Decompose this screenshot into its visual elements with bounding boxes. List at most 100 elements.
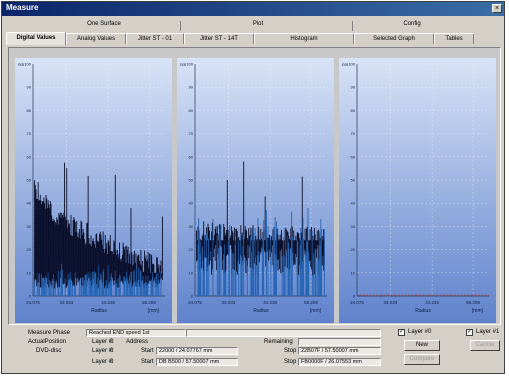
chart-area: 0 10 20 30 40 50 60 70 80 90 100 24.075 33.033 44.236… xyxy=(8,47,501,325)
y-tick-label: 70 xyxy=(189,131,194,136)
x-axis-label: Radius xyxy=(253,308,269,314)
y-tick-label: 40 xyxy=(27,201,32,206)
y-tick-label: 50 xyxy=(189,178,194,183)
y-tick-label: 40 xyxy=(189,201,194,206)
window-title: Measure xyxy=(6,3,39,12)
chart-panel-2: 0 10 20 30 40 50 60 70 80 90 100 24.075 33.033 44.236… xyxy=(177,58,334,323)
y-tick-label: 40 xyxy=(351,201,356,206)
layer-label: Layer #: xyxy=(92,339,114,345)
x-axis-label: Radius xyxy=(91,308,107,314)
y-tick-label: 60 xyxy=(189,154,194,159)
new-button[interactable]: New xyxy=(404,340,440,351)
y-tick-label: 0 xyxy=(353,294,356,299)
measure-phase-label: Measure Phase xyxy=(28,330,71,336)
y-tick-label: 20 xyxy=(189,247,194,252)
y-tick-label: 10 xyxy=(351,270,356,275)
y-tick-label: 80 xyxy=(27,108,32,113)
tab-selected-graph[interactable]: Selected Graph xyxy=(354,33,434,44)
unit-label: nm xyxy=(342,62,349,67)
stop-field: FB0000F / 26.07553 mm xyxy=(298,358,381,366)
remaining-field xyxy=(298,338,381,346)
actual-position-label: ActualPosition xyxy=(28,339,67,345)
x-tick-label: 24.075 xyxy=(188,300,202,305)
stop-value: FB0000F / 26.07553 mm xyxy=(301,359,362,365)
y-tick-label: 60 xyxy=(27,154,32,159)
layer-value: 0 xyxy=(110,339,114,345)
x-tick-label: 24.075 xyxy=(350,300,364,305)
stop-value: 22B07F / 57.50007 mm xyxy=(301,348,359,354)
cancel-button[interactable]: Cancel xyxy=(470,340,500,351)
measure-phase-value: Reached END speed 1st xyxy=(89,330,150,336)
layer1-checkbox[interactable]: ✓ xyxy=(466,329,473,336)
x-axis-unit: [mm] xyxy=(310,308,322,314)
tab-group-config: Config xyxy=(403,21,421,27)
y-tick-label: 100 xyxy=(348,62,355,67)
check-icon: ✓ xyxy=(399,329,405,335)
start-field: DB B500 / 57.50007 mm xyxy=(156,358,238,366)
x-tick-label: 55.208 xyxy=(304,300,318,305)
y-tick-label: 30 xyxy=(351,224,356,229)
layer0-label: Layer #0 xyxy=(408,329,432,335)
remaining-label: Remaining xyxy=(264,339,293,345)
tab-tables[interactable]: Tables xyxy=(434,33,474,44)
y-tick-label: 80 xyxy=(351,108,356,113)
tab-analog-values[interactable]: Analog Values xyxy=(66,33,126,44)
tab-histogram[interactable]: Histogram xyxy=(254,33,354,44)
y-tick-label: 50 xyxy=(27,178,32,183)
layer1-label: Layer #1 xyxy=(476,329,500,335)
x-tick-label: 55.208 xyxy=(142,300,156,305)
measure-phase-field: Reached END speed 1st xyxy=(86,329,186,337)
chart-panel-3: 0 10 20 30 40 50 60 70 80 90 100 24.075 33.033 44.236… xyxy=(339,58,496,323)
layer0-checkbox[interactable]: ✓ xyxy=(398,329,405,336)
address-label: Address xyxy=(126,339,149,345)
measure-window: Measure × One Surface Plot Config Digita… xyxy=(1,1,505,374)
layer-value: 0 xyxy=(110,359,114,365)
tab-digital-values[interactable]: Digital Values xyxy=(6,32,66,45)
layer-label: Layer #: xyxy=(92,348,114,354)
stop-field: 22B07F / 57.50007 mm xyxy=(298,347,381,355)
unit-label: nm xyxy=(180,62,187,67)
compare-button[interactable]: Compare xyxy=(404,354,440,365)
unit-label: nm xyxy=(18,62,25,67)
tab-group-divider xyxy=(352,21,353,31)
y-tick-label: 90 xyxy=(27,85,32,90)
close-icon: × xyxy=(494,5,500,12)
y-tick-label: 10 xyxy=(27,270,32,275)
tab-group-plot: Plot xyxy=(252,21,264,27)
y-tick-label: 100 xyxy=(186,62,193,67)
y-tick-label: 0 xyxy=(191,294,194,299)
x-axis-unit: [mm] xyxy=(148,308,160,314)
dvd-disc-label: DVD-disc xyxy=(36,348,62,354)
x-tick-label: 33.033 xyxy=(59,300,73,305)
start-label: Start xyxy=(141,348,154,354)
stop-label: Stop xyxy=(284,348,297,354)
stop-label: Stop xyxy=(284,359,297,365)
tab-jitter-st-14t[interactable]: Jitter ST - 14T xyxy=(184,33,254,44)
x-tick-label: 44.236 xyxy=(101,300,115,305)
title-bar[interactable]: Measure × xyxy=(2,2,504,16)
start-value: 22000 / 24.07767 mm xyxy=(159,348,213,354)
layer-label: Layer #: xyxy=(92,359,114,365)
x-tick-label: 44.236 xyxy=(425,300,439,305)
y-tick-label: 20 xyxy=(351,247,356,252)
y-tick-label: 80 xyxy=(189,108,194,113)
x-tick-label: 33.033 xyxy=(383,300,397,305)
chart-background xyxy=(339,58,496,323)
y-tick-label: 30 xyxy=(27,224,32,229)
start-value: DB B500 / 57.50007 mm xyxy=(159,359,220,365)
x-tick-label: 44.236 xyxy=(263,300,277,305)
check-icon: ✓ xyxy=(467,329,473,335)
x-tick-label: 33.033 xyxy=(221,300,235,305)
tab-group-divider xyxy=(180,21,181,31)
close-button[interactable]: × xyxy=(492,4,502,13)
measure-phase-bar xyxy=(186,329,381,337)
y-tick-label: 100 xyxy=(24,62,31,67)
x-tick-label: 24.075 xyxy=(26,300,40,305)
tab-jitter-st-01[interactable]: Jitter ST - 01 xyxy=(126,33,184,44)
y-tick-label: 60 xyxy=(351,154,356,159)
y-tick-label: 90 xyxy=(351,85,356,90)
x-axis-unit: [mm] xyxy=(472,308,484,314)
tab-group-one-surface: One Surface xyxy=(87,21,121,27)
start-field: 22000 / 24.07767 mm xyxy=(156,347,238,355)
y-tick-label: 50 xyxy=(351,178,356,183)
